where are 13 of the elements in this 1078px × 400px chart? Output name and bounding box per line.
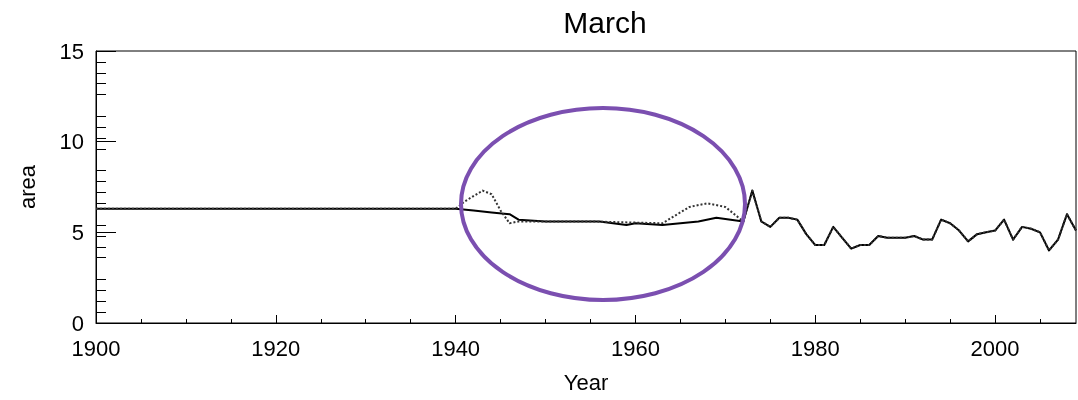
y-tick-label: 10 xyxy=(59,129,84,155)
x-tick-label: 1920 xyxy=(251,335,301,361)
y-tick-label: 15 xyxy=(59,38,84,64)
chart-title: March xyxy=(563,5,647,39)
x-axis-title: Year xyxy=(563,369,609,395)
x-tick-label: 1980 xyxy=(790,335,840,361)
x-tick-label: 1960 xyxy=(610,335,660,361)
y-axis-title: area xyxy=(14,164,40,210)
x-tick-label: 1900 xyxy=(71,335,121,361)
y-tick-label: 0 xyxy=(71,310,84,336)
x-tick-label: 1940 xyxy=(431,335,481,361)
y-tick-label: 5 xyxy=(71,219,84,245)
x-tick-label: 2000 xyxy=(970,335,1020,361)
